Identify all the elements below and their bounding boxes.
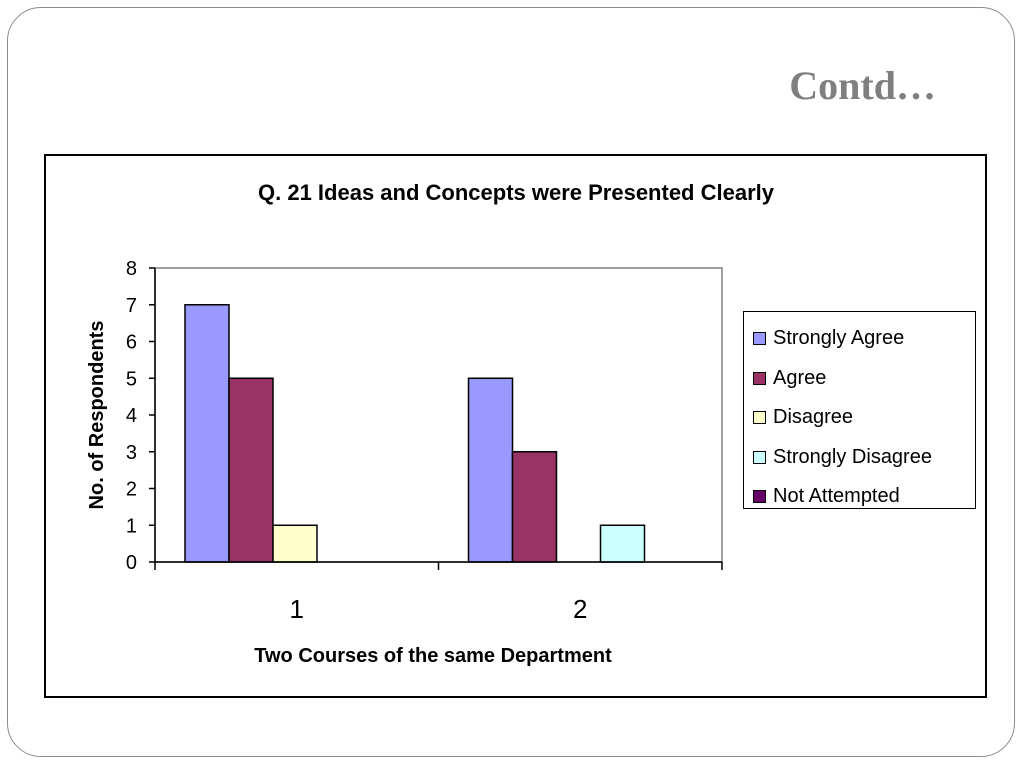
legend-item: Strongly Agree	[744, 319, 975, 359]
bar-strongly-disagree-2	[599, 524, 646, 563]
bar-chart: Q. 21 Ideas and Concepts were Presented …	[86, 180, 775, 667]
legend-label: Agree	[773, 366, 827, 389]
slide-title: Contd…	[789, 63, 936, 108]
y-tick-label: 1	[126, 515, 137, 537]
legend-label: Strongly Agree	[773, 327, 905, 350]
y-tick-label: 0	[126, 552, 137, 574]
y-tick-label: 3	[126, 442, 137, 464]
legend-item: Not Attempted	[744, 477, 975, 517]
legend-swatch	[753, 332, 766, 346]
bars-layer	[184, 304, 646, 563]
chart-title: Q. 21 Ideas and Concepts were Presented …	[258, 180, 775, 205]
bar-strongly-agree-1	[184, 304, 230, 563]
y-tick-label: 8	[126, 258, 137, 280]
legend-label: Not Attempted	[773, 485, 900, 508]
bar-disagree-1	[272, 524, 318, 563]
legend-swatch	[753, 371, 766, 385]
legend-item: Disagree	[744, 398, 975, 438]
legend-label: Strongly Disagree	[773, 445, 932, 468]
y-axis-label: No. of Respondents	[86, 321, 108, 510]
legend-swatch	[753, 411, 766, 425]
legend-swatch	[753, 450, 766, 464]
legend-label: Disagree	[773, 406, 854, 429]
bar-agree-1	[228, 377, 274, 563]
y-tick-label: 5	[126, 368, 137, 390]
chart-legend: Strongly Agree Agree Disagree Strongly Disa…	[743, 311, 976, 509]
x-tick-label: 2	[573, 594, 587, 624]
x-tick-label: 1	[290, 594, 304, 624]
legend-item: Strongly Disagree	[744, 438, 975, 478]
y-tick-label: 4	[126, 405, 137, 427]
axes-layer: 1 2 0 1 2 3 4 5 6 7 8	[126, 258, 723, 624]
legend-item: Agree	[744, 359, 975, 399]
x-axis-label: Two Courses of the same Department	[254, 645, 612, 667]
chart-container: Q. 21 Ideas and Concepts were Presented …	[44, 154, 987, 698]
legend-swatch	[753, 490, 766, 504]
y-tick-label: 7	[126, 295, 137, 317]
bar-strongly-agree-2	[467, 377, 514, 563]
y-tick-label: 6	[126, 332, 137, 354]
bar-agree-2	[511, 451, 558, 563]
y-tick-label: 2	[126, 479, 137, 501]
